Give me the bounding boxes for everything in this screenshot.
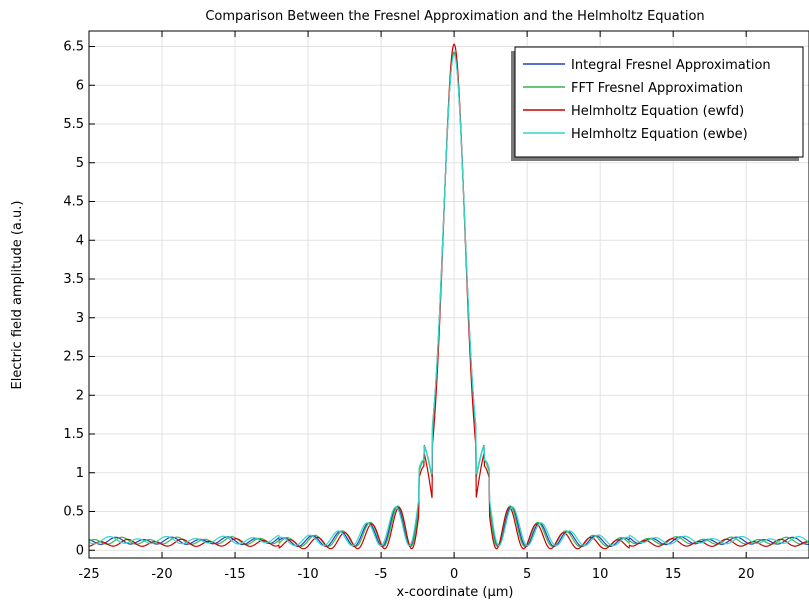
series-line-4 bbox=[88, 53, 809, 547]
y-axis-title: Electric field amplitude (a.u.) bbox=[10, 201, 25, 390]
x-tick-label: 20 bbox=[738, 567, 755, 582]
legend-label-2: FFT Fresnel Approximation bbox=[571, 81, 743, 96]
x-tick-label: -20 bbox=[151, 567, 172, 582]
legend-label-3: Helmholtz Equation (ewfd) bbox=[571, 104, 744, 119]
y-tick-label: 5 bbox=[76, 156, 84, 171]
y-tick-label: 4 bbox=[76, 233, 84, 248]
y-tick-label: 5.5 bbox=[63, 117, 84, 132]
y-tick-label: 6 bbox=[76, 78, 84, 93]
series-group bbox=[88, 43, 809, 550]
y-tick-label: 2 bbox=[76, 388, 84, 403]
x-tick-label: 5 bbox=[523, 567, 531, 582]
x-axis: -25 -20 -15 -10 -5 0 5 10 15 20 bbox=[78, 31, 754, 582]
legend: Integral Fresnel Approximation FFT Fresne… bbox=[511, 46, 804, 161]
x-tick-label: -15 bbox=[224, 567, 245, 582]
legend-box bbox=[514, 46, 804, 158]
x-tick-label: 10 bbox=[592, 567, 609, 582]
y-tick-label: 2.5 bbox=[63, 350, 84, 365]
x-tick-label: -25 bbox=[78, 567, 99, 582]
y-tick-label: 3 bbox=[76, 311, 84, 326]
x-tick-label: -10 bbox=[297, 567, 318, 582]
legend-label-4: Helmholtz Equation (ewbe) bbox=[571, 127, 748, 142]
y-tick-label: 3.5 bbox=[63, 272, 84, 287]
x-tick-label: 0 bbox=[450, 567, 458, 582]
y-tick-label: 6.5 bbox=[63, 40, 84, 55]
x-axis-title: x-coordinate (µm) bbox=[397, 585, 514, 600]
y-tick-label: 4.5 bbox=[63, 195, 84, 210]
legend-label-1: Integral Fresnel Approximation bbox=[571, 58, 771, 73]
plot-frame bbox=[88, 30, 809, 559]
y-tick-label: 0 bbox=[76, 543, 84, 558]
x-tick-label: 15 bbox=[665, 567, 682, 582]
y-tick-label: 1 bbox=[76, 466, 84, 481]
y-tick-label: 0.5 bbox=[63, 505, 84, 520]
chart-title: Comparison Between the Fresnel Approxima… bbox=[205, 9, 704, 24]
y-tick-label: 1.5 bbox=[63, 427, 84, 442]
x-tick-label: -5 bbox=[375, 567, 388, 582]
y-axis: 0 0.5 1 1.5 2 2.5 3 3.5 4 4.5 5 5.5 6 6.5 bbox=[63, 40, 95, 558]
